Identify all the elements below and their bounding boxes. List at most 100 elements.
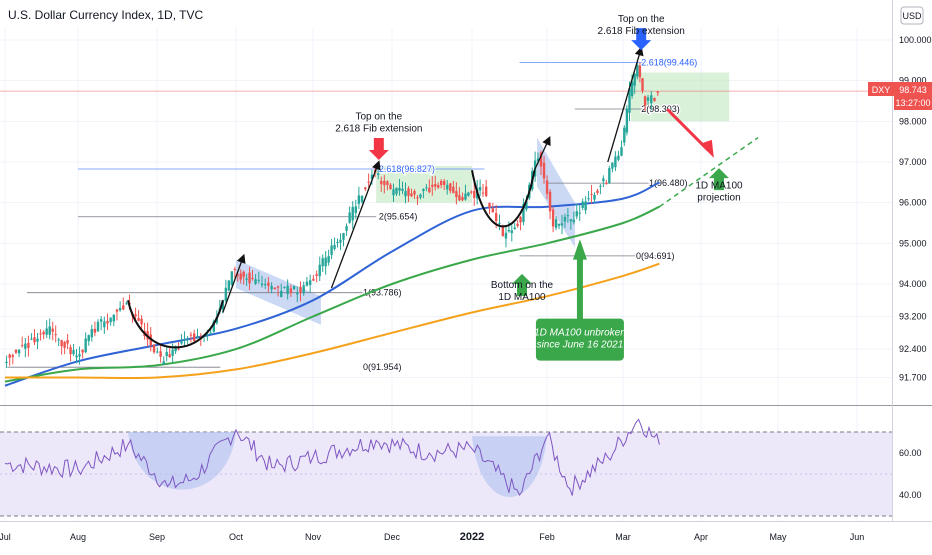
moving-averages bbox=[4, 136, 759, 387]
consolidation-zone-mar bbox=[630, 72, 730, 122]
candle-body bbox=[596, 190, 599, 194]
candle-body bbox=[404, 191, 407, 197]
chart-title: U.S. Dollar Currency Index, 1D, TVC bbox=[8, 8, 204, 22]
candle-body bbox=[192, 333, 196, 341]
currency-badge[interactable]: USD bbox=[900, 6, 924, 25]
candle-body bbox=[569, 219, 573, 222]
candle-body bbox=[5, 361, 8, 363]
annotation-ma100-unbroken: 1D MA100 unbroken since June 16 2021 bbox=[534, 328, 626, 351]
candle-body bbox=[174, 346, 177, 352]
candle-body bbox=[422, 189, 425, 192]
candle-body bbox=[159, 351, 162, 357]
candle-body bbox=[186, 339, 189, 341]
annotation-bottom-ma100: Bottom on the 1D MA100 bbox=[491, 280, 554, 303]
candle-body bbox=[354, 206, 357, 213]
y-tick-label: 96.000 bbox=[899, 198, 927, 208]
candle-body bbox=[636, 64, 639, 77]
candle-body bbox=[280, 290, 283, 297]
candle-body bbox=[165, 351, 168, 357]
candle-body bbox=[289, 288, 293, 294]
y-tick-label: 95.000 bbox=[899, 238, 927, 248]
candle-body bbox=[653, 98, 656, 101]
rsi-y-tick-label: 60.00 bbox=[899, 448, 922, 458]
candle-body bbox=[206, 334, 209, 336]
annotation-top-fib-1-line: 2.618 Fib extension bbox=[335, 123, 422, 134]
candle-body bbox=[248, 272, 251, 284]
candle-body bbox=[464, 193, 467, 200]
fib-level-label: 2.618(96.827) bbox=[379, 164, 435, 174]
candle-body bbox=[183, 339, 186, 341]
x-tick-label: Aug bbox=[70, 532, 86, 542]
fib-level-label: 2(98.303) bbox=[641, 104, 680, 114]
candle-body bbox=[643, 96, 647, 106]
candle-body bbox=[299, 286, 302, 293]
candle-body bbox=[425, 187, 428, 189]
candle-body bbox=[115, 309, 119, 312]
candle-body bbox=[283, 286, 286, 288]
candle-body bbox=[103, 321, 106, 328]
candle-body bbox=[66, 340, 69, 344]
candle-body bbox=[315, 274, 318, 276]
ma100-callout-box bbox=[535, 318, 624, 361]
y-tick-label: 99.000 bbox=[899, 76, 927, 86]
candle-body bbox=[69, 347, 72, 355]
candle-body bbox=[395, 187, 398, 194]
candle-body bbox=[628, 88, 631, 113]
candle-body bbox=[599, 185, 602, 187]
candle-body bbox=[263, 284, 267, 286]
candle-body bbox=[484, 186, 488, 196]
x-tick-label: Sep bbox=[149, 532, 165, 542]
candle-body bbox=[180, 341, 183, 344]
candle-body bbox=[560, 223, 564, 226]
candle-body bbox=[578, 212, 581, 214]
candle-body bbox=[348, 212, 351, 223]
candle-body bbox=[525, 201, 528, 210]
candle-body bbox=[308, 280, 312, 285]
candles bbox=[5, 60, 659, 369]
y-tick-label: 93.200 bbox=[899, 312, 927, 322]
candle-body bbox=[641, 78, 644, 91]
candle-body bbox=[357, 195, 361, 204]
last-price: 98.743 bbox=[899, 85, 927, 95]
candle-body bbox=[437, 185, 440, 188]
candle-body bbox=[42, 331, 45, 335]
candle-body bbox=[336, 241, 339, 243]
candle-body bbox=[109, 317, 112, 323]
annotation-top-fib-2-line: 2.618 Fib extension bbox=[598, 26, 685, 37]
annotation-ma100-projection: 1D MA100 projection bbox=[695, 180, 743, 203]
candle-body bbox=[367, 181, 370, 183]
candle-body bbox=[21, 345, 24, 347]
candle-body bbox=[625, 108, 629, 133]
x-tick-label: Jul bbox=[0, 532, 11, 542]
candle-body bbox=[554, 219, 558, 228]
ma-line bbox=[4, 205, 660, 383]
candle-body bbox=[498, 222, 501, 224]
rounded-bottom-arc bbox=[471, 169, 536, 228]
candle-body bbox=[270, 285, 273, 290]
candle-body bbox=[575, 211, 578, 217]
candle-body bbox=[81, 349, 84, 353]
candle-body bbox=[605, 183, 608, 185]
candle-body bbox=[106, 320, 109, 324]
candle-body bbox=[267, 282, 270, 286]
x-tick-label: 2022 bbox=[460, 531, 484, 543]
candle-body bbox=[196, 336, 199, 338]
candle-body bbox=[251, 278, 254, 280]
candle-body bbox=[360, 195, 364, 203]
fib-level-label: 0(94.691) bbox=[636, 251, 675, 261]
x-tick-label: May bbox=[769, 532, 787, 542]
candle-body bbox=[156, 351, 159, 353]
candle-body bbox=[57, 339, 60, 341]
candle-body bbox=[330, 245, 333, 255]
trend-arrow bbox=[330, 160, 381, 289]
candle-body bbox=[608, 168, 611, 183]
candle-body bbox=[545, 180, 549, 194]
rsi-panel bbox=[0, 418, 892, 517]
candle-body bbox=[14, 349, 18, 353]
candle-body bbox=[11, 355, 15, 357]
candle-body bbox=[501, 225, 505, 236]
fib-level-label: 2(95.654) bbox=[379, 212, 418, 222]
rsi-rounded-bottom bbox=[472, 436, 547, 497]
